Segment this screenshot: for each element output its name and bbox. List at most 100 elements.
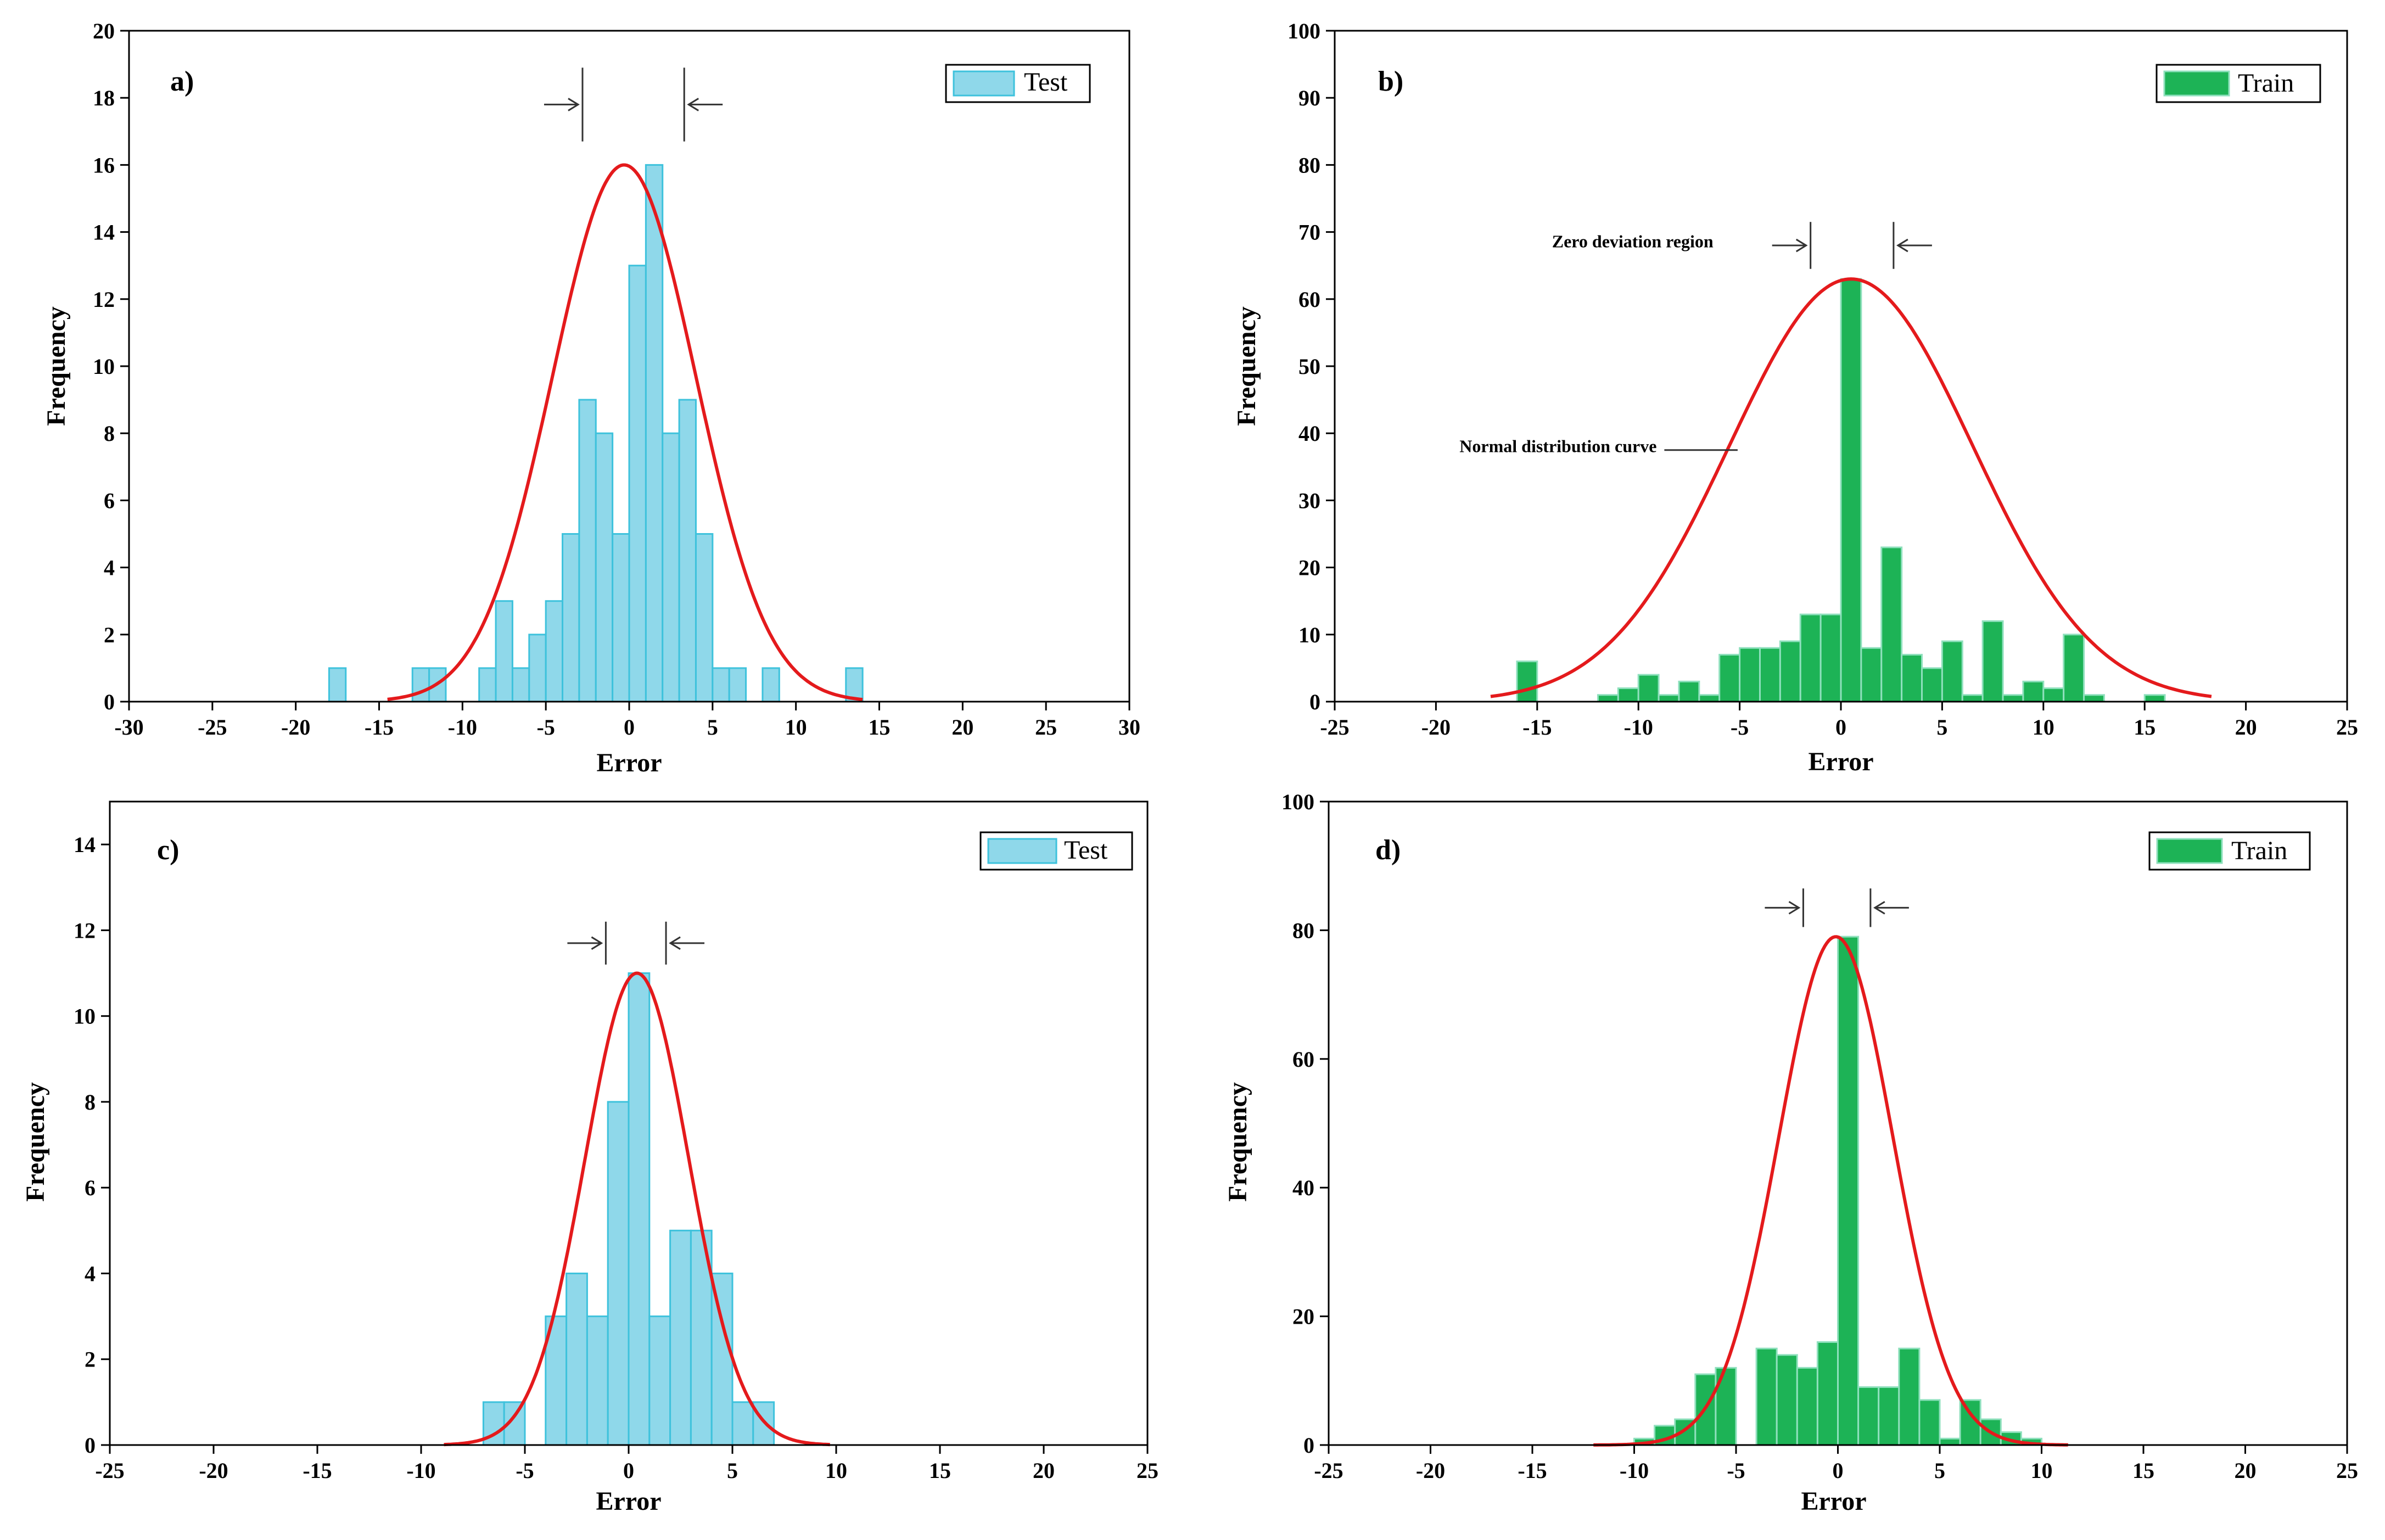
histogram-bar-a-5 [511, 667, 530, 702]
histogram-bar-b-7 [1718, 653, 1741, 702]
histogram-bar-b-26 [2143, 694, 2166, 702]
zero-region-markers-b [1772, 222, 1932, 269]
y-tick-label-a-9: 18 [93, 86, 115, 110]
histogram-bar-c-8 [669, 1229, 692, 1445]
legend-swatch-a [953, 70, 1015, 97]
x-tick-label-b-9: 20 [2235, 715, 2257, 740]
x-tick-label-a-11: 25 [1035, 715, 1057, 740]
histogram-bar-b-19 [1961, 694, 1984, 702]
x-tick-label-a-4: -10 [448, 715, 477, 740]
zero-arrow-left-b [1772, 238, 1808, 253]
x-tick-label-d-3: -10 [1620, 1458, 1649, 1483]
histogram-bar-d-7 [1796, 1367, 1818, 1445]
legend-label-d: Train [2231, 836, 2287, 865]
x-tick-label-a-5: -5 [537, 715, 555, 740]
y-tick-label-a-8: 16 [93, 153, 115, 177]
histogram-bar-a-17 [712, 667, 730, 702]
x-tick-label-a-12: 30 [1118, 715, 1140, 740]
y-tick-label-d-1: 20 [1292, 1304, 1314, 1329]
histogram-bar-c-10 [710, 1272, 734, 1445]
x-tick-label-c-3: -10 [406, 1458, 435, 1483]
y-tick-label-b-9: 90 [1298, 86, 1320, 110]
x-tick-label-d-4: -5 [1727, 1458, 1745, 1483]
y-tick-label-b-7: 70 [1298, 220, 1320, 245]
y-tick-label-c-4: 8 [85, 1090, 96, 1115]
x-tick-label-c-8: 15 [929, 1458, 951, 1483]
y-axis-title-c: Frequency [21, 1082, 50, 1202]
y-tick-label-a-3: 6 [104, 488, 115, 513]
histogram-bar-d-10 [1857, 1386, 1880, 1445]
histogram-bar-b-5 [1678, 680, 1700, 702]
x-tick-label-d-0: -25 [1314, 1458, 1343, 1483]
histogram-bar-b-14 [1860, 647, 1883, 702]
histogram-bar-a-16 [695, 533, 714, 702]
zero-arrow-right-a [687, 98, 723, 111]
histogram-bar-a-1 [411, 667, 430, 702]
histogram-bar-b-0 [1516, 660, 1538, 702]
legend-label-c: Test [1064, 836, 1108, 865]
x-axis-title-b: Error [1808, 747, 1873, 776]
x-tick-label-a-8: 10 [785, 715, 807, 740]
legend-swatch-b [2163, 70, 2230, 97]
histogram-bar-d-5 [1755, 1347, 1778, 1445]
x-tick-label-d-6: 5 [1934, 1458, 1945, 1483]
histogram-bar-b-8 [1739, 647, 1761, 702]
y-tick-label-c-5: 10 [74, 1004, 96, 1029]
x-tick-label-a-2: -20 [281, 715, 310, 740]
histogram-bar-d-6 [1776, 1354, 1798, 1445]
x-tick-label-c-2: -15 [303, 1458, 332, 1483]
y-tick-label-b-0: 0 [1309, 690, 1320, 714]
histogram-bar-c-6 [628, 972, 651, 1445]
y-tick-label-a-2: 4 [104, 556, 115, 580]
axis-ticks-d: -25 -20 -15 -10 -5 0 5 10 15 20 25 0 20 40 60 80 100 [1281, 789, 2358, 1483]
histogram-bar-a-6 [528, 634, 547, 702]
x-tick-label-a-9: 15 [869, 715, 891, 740]
histogram-bar-a-18 [728, 667, 747, 702]
histogram-bar-a-9 [578, 399, 597, 702]
histogram-bar-b-9 [1759, 647, 1781, 702]
x-tick-label-d-8: 15 [2132, 1458, 2154, 1483]
y-axis-title-d: Frequency [1223, 1082, 1252, 1202]
x-axis-title-c: Error [596, 1487, 661, 1516]
x-tick-label-c-6: 5 [727, 1458, 738, 1483]
x-tick-label-b-10: 25 [2336, 715, 2358, 740]
zero-arrow-left-a [544, 98, 580, 111]
zero-region-markers-c [567, 921, 705, 965]
x-tick-label-d-10: 25 [2336, 1458, 2358, 1483]
x-tick-label-c-9: 20 [1033, 1458, 1055, 1483]
zero-arrow-left-d [1765, 901, 1801, 915]
x-tick-label-b-3: -10 [1624, 715, 1653, 740]
y-tick-label-d-2: 40 [1292, 1175, 1314, 1200]
histogram-bar-a-14 [662, 432, 680, 702]
histogram-bar-b-20 [1981, 620, 2004, 702]
histogram-bar-c-4 [586, 1315, 609, 1445]
legend-swatch-c [987, 838, 1057, 864]
histogram-bar-b-6 [1698, 694, 1721, 702]
histogram-bar-a-2 [428, 667, 447, 702]
x-tick-label-d-1: -20 [1416, 1458, 1445, 1483]
histogram-bar-b-23 [2042, 687, 2065, 702]
zero-arrow-left-c [567, 936, 603, 950]
panel-label-c: c) [157, 835, 179, 866]
y-tick-label-d-4: 80 [1292, 918, 1314, 943]
histogram-bar-b-11 [1799, 613, 1822, 702]
histogram-bars-c [482, 972, 775, 1445]
legend-label-a: Test [1024, 68, 1068, 97]
histogram-bar-d-8 [1816, 1341, 1839, 1445]
histogram-bar-a-0 [328, 667, 347, 702]
y-tick-label-a-0: 0 [104, 690, 115, 714]
histogram-bar-a-4 [495, 600, 513, 702]
histogram-bar-b-12 [1819, 613, 1842, 702]
x-tick-label-a-0: -30 [114, 715, 143, 740]
x-tick-label-b-2: -15 [1522, 715, 1552, 740]
x-tick-label-d-7: 10 [2031, 1458, 2053, 1483]
x-tick-label-c-7: 10 [825, 1458, 847, 1483]
y-tick-label-c-6: 12 [74, 918, 96, 943]
y-tick-label-a-10: 20 [93, 19, 115, 43]
histogram-bar-d-9 [1837, 936, 1860, 1445]
y-tick-label-b-4: 40 [1298, 421, 1320, 446]
axis-ticks-b: -25 -20 -15 -10 -5 0 5 10 15 20 25 0 10 20 30 40 50 60 70 8… [1287, 19, 2358, 740]
x-tick-label-c-5: 0 [623, 1458, 634, 1483]
